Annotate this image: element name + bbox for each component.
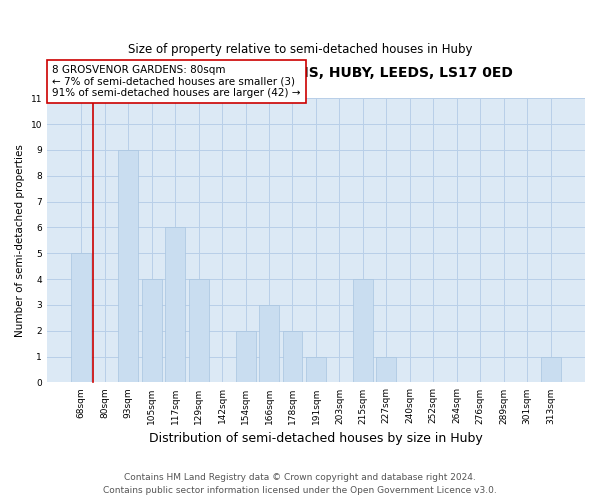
Bar: [71, 253, 91, 382]
Bar: [306, 356, 326, 382]
Text: 8 GROSVENOR GARDENS: 80sqm
← 7% of semi-detached houses are smaller (3)
91% of s: 8 GROSVENOR GARDENS: 80sqm ← 7% of semi-…: [52, 65, 301, 98]
Text: Contains HM Land Registry data © Crown copyright and database right 2024.
Contai: Contains HM Land Registry data © Crown c…: [103, 474, 497, 495]
Title: 8, GROSVENOR GARDENS, HUBY, LEEDS, LS17 0ED: 8, GROSVENOR GARDENS, HUBY, LEEDS, LS17 …: [119, 66, 512, 80]
X-axis label: Distribution of semi-detached houses by size in Huby: Distribution of semi-detached houses by …: [149, 432, 483, 445]
Bar: [188, 279, 209, 382]
Bar: [283, 331, 302, 382]
Bar: [165, 228, 185, 382]
Bar: [118, 150, 138, 382]
Bar: [236, 331, 256, 382]
Bar: [259, 305, 279, 382]
Y-axis label: Number of semi-detached properties: Number of semi-detached properties: [15, 144, 25, 337]
Text: Size of property relative to semi-detached houses in Huby: Size of property relative to semi-detach…: [128, 42, 472, 56]
Bar: [142, 279, 162, 382]
Bar: [353, 279, 373, 382]
Bar: [376, 356, 397, 382]
Bar: [541, 356, 560, 382]
